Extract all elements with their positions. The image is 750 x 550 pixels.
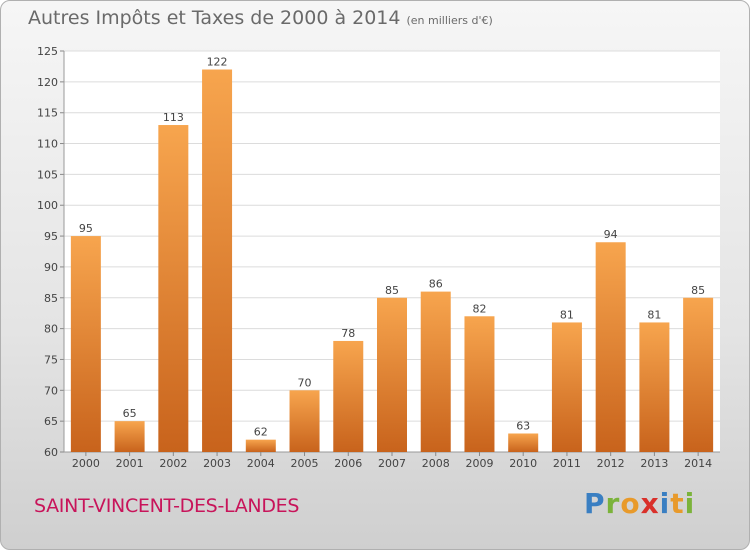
bar-value-label: 70: [298, 376, 312, 389]
bar: [114, 421, 145, 452]
bar: [202, 69, 233, 452]
bar-value-label: 82: [472, 302, 486, 315]
logo-letter: r: [605, 487, 621, 520]
bar: [639, 322, 670, 452]
proxiti-logo: Proxiti: [584, 487, 695, 520]
bar: [158, 125, 189, 453]
y-tick-label: 60: [44, 446, 58, 459]
x-tick-label: 2002: [159, 457, 187, 470]
x-tick-label: 2006: [334, 457, 362, 470]
bar: [508, 433, 539, 452]
logo-letter: x: [640, 487, 660, 520]
x-tick-label: 2004: [247, 457, 275, 470]
x-tick-label: 2008: [422, 457, 450, 470]
chart-title-text: Autres Impôts et Taxes de 2000 à 2014: [28, 7, 401, 29]
chart-title: Autres Impôts et Taxes de 2000 à 2014 (en…: [28, 7, 493, 29]
bar: [245, 439, 276, 452]
y-tick-label: 115: [37, 107, 58, 120]
bar-value-label: 81: [647, 308, 661, 321]
bar: [464, 316, 495, 452]
bar: [683, 297, 714, 452]
bar-value-label: 85: [691, 284, 705, 297]
bar-value-label: 65: [123, 407, 137, 420]
x-tick-label: 2003: [203, 457, 231, 470]
bar-value-label: 94: [604, 228, 618, 241]
bar-value-label: 85: [385, 284, 399, 297]
bar: [377, 297, 407, 452]
y-tick-label: 80: [44, 323, 58, 336]
bar-value-label: 95: [79, 222, 93, 235]
bar-value-label: 62: [254, 426, 268, 439]
y-tick-label: 65: [44, 415, 58, 428]
x-tick-label: 2001: [116, 457, 144, 470]
bar-value-label: 86: [429, 278, 443, 291]
y-tick-label: 120: [37, 76, 58, 89]
y-tick-label: 105: [37, 168, 58, 181]
y-tick-label: 95: [44, 230, 58, 243]
chart-unit-note: (en milliers d'€): [406, 14, 493, 27]
y-tick-label: 100: [37, 199, 58, 212]
bar: [289, 390, 320, 452]
y-tick-label: 110: [37, 138, 58, 151]
x-tick-label: 2010: [509, 457, 537, 470]
bar: [551, 322, 582, 452]
bar: [420, 291, 451, 452]
x-tick-label: 2000: [72, 457, 100, 470]
bar: [595, 242, 626, 452]
logo-letter: t: [670, 487, 685, 520]
bar-value-label: 78: [341, 327, 355, 340]
x-tick-label: 2013: [640, 457, 668, 470]
y-tick-label: 70: [44, 384, 58, 397]
y-tick-label: 125: [37, 45, 58, 58]
y-tick-label: 75: [44, 353, 58, 366]
logo-letter: o: [620, 487, 641, 520]
city-name: SAINT-VINCENT-DES-LANDES: [34, 495, 300, 517]
bar-value-label: 63: [516, 419, 530, 432]
x-tick-label: 2011: [553, 457, 581, 470]
logo-letter: i: [659, 487, 671, 520]
x-tick-label: 2014: [684, 457, 712, 470]
x-tick-label: 2012: [597, 457, 625, 470]
bar-value-label: 122: [207, 56, 228, 69]
logo-letter: i: [684, 487, 696, 520]
logo-letter: P: [584, 487, 606, 520]
bar: [70, 236, 101, 452]
bar: [333, 340, 364, 452]
x-tick-label: 2005: [291, 457, 319, 470]
x-tick-label: 2009: [465, 457, 493, 470]
x-tick-label: 2007: [378, 457, 406, 470]
y-tick-label: 90: [44, 261, 58, 274]
y-tick-label: 85: [44, 292, 58, 305]
bar-value-label: 113: [163, 111, 184, 124]
bar-value-label: 81: [560, 308, 574, 321]
